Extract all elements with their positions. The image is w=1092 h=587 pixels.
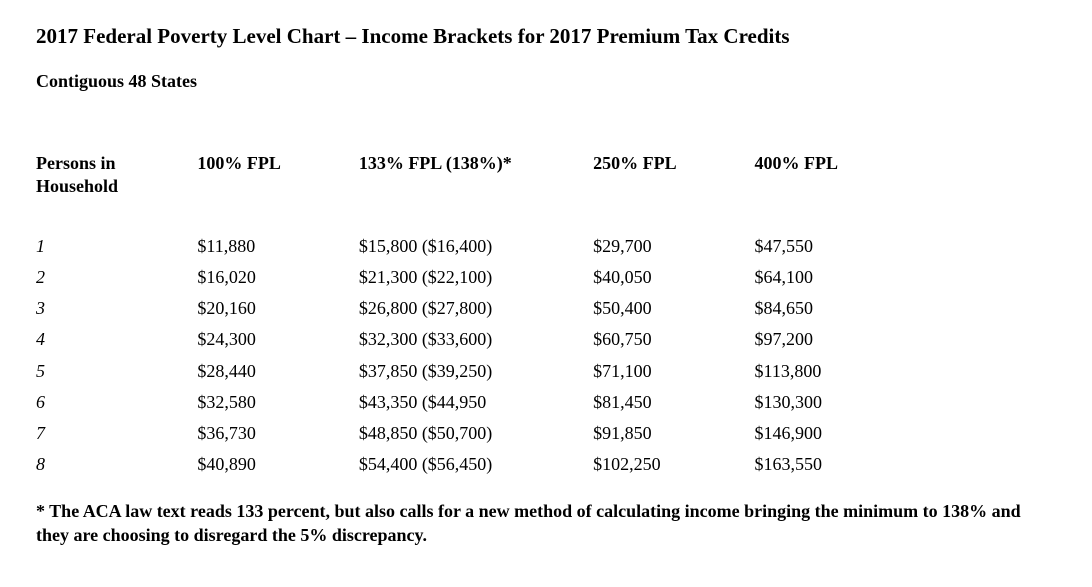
cell-250fpl: $40,050 <box>593 262 754 293</box>
header-100fpl: 100% FPL <box>197 152 358 231</box>
cell-133fpl: $54,400 ($56,450) <box>359 449 593 480</box>
cell-133fpl: $21,300 ($22,100) <box>359 262 593 293</box>
cell-100fpl: $16,020 <box>197 262 358 293</box>
cell-persons: 5 <box>36 356 197 387</box>
header-persons: Persons in Household <box>36 152 197 231</box>
cell-133fpl: $26,800 ($27,800) <box>359 293 593 324</box>
table-row: 8 $40,890 $54,400 ($56,450) $102,250 $16… <box>36 449 916 480</box>
cell-100fpl: $28,440 <box>197 356 358 387</box>
table-row: 4 $24,300 $32,300 ($33,600) $60,750 $97,… <box>36 324 916 355</box>
table-row: 3 $20,160 $26,800 ($27,800) $50,400 $84,… <box>36 293 916 324</box>
cell-250fpl: $50,400 <box>593 293 754 324</box>
footnote: * The ACA law text reads 133 percent, bu… <box>36 500 1056 547</box>
page-subtitle: Contiguous 48 States <box>36 71 1056 92</box>
table-row: 6 $32,580 $43,350 ($44,950 $81,450 $130,… <box>36 387 916 418</box>
cell-250fpl: $91,850 <box>593 418 754 449</box>
cell-250fpl: $71,100 <box>593 356 754 387</box>
cell-100fpl: $11,880 <box>197 231 358 262</box>
cell-100fpl: $32,580 <box>197 387 358 418</box>
page-title: 2017 Federal Poverty Level Chart – Incom… <box>36 24 1056 49</box>
cell-400fpl: $64,100 <box>755 262 916 293</box>
cell-persons: 2 <box>36 262 197 293</box>
cell-100fpl: $20,160 <box>197 293 358 324</box>
cell-persons: 7 <box>36 418 197 449</box>
table-row: 1 $11,880 $15,800 ($16,400) $29,700 $47,… <box>36 231 916 262</box>
cell-133fpl: $48,850 ($50,700) <box>359 418 593 449</box>
cell-100fpl: $24,300 <box>197 324 358 355</box>
cell-400fpl: $163,550 <box>755 449 916 480</box>
header-250fpl: 250% FPL <box>593 152 754 231</box>
cell-133fpl: $43,350 ($44,950 <box>359 387 593 418</box>
cell-133fpl: $32,300 ($33,600) <box>359 324 593 355</box>
header-400fpl: 400% FPL <box>755 152 916 231</box>
cell-250fpl: $60,750 <box>593 324 754 355</box>
cell-persons: 3 <box>36 293 197 324</box>
cell-250fpl: $29,700 <box>593 231 754 262</box>
table-row: 7 $36,730 $48,850 ($50,700) $91,850 $146… <box>36 418 916 449</box>
cell-persons: 4 <box>36 324 197 355</box>
cell-persons: 8 <box>36 449 197 480</box>
cell-400fpl: $84,650 <box>755 293 916 324</box>
cell-400fpl: $130,300 <box>755 387 916 418</box>
table-row: 2 $16,020 $21,300 ($22,100) $40,050 $64,… <box>36 262 916 293</box>
cell-100fpl: $36,730 <box>197 418 358 449</box>
cell-persons: 1 <box>36 231 197 262</box>
cell-250fpl: $102,250 <box>593 449 754 480</box>
table-body: 1 $11,880 $15,800 ($16,400) $29,700 $47,… <box>36 231 916 481</box>
cell-400fpl: $113,800 <box>755 356 916 387</box>
cell-250fpl: $81,450 <box>593 387 754 418</box>
cell-133fpl: $15,800 ($16,400) <box>359 231 593 262</box>
header-133fpl: 133% FPL (138%)* <box>359 152 593 231</box>
cell-persons: 6 <box>36 387 197 418</box>
cell-100fpl: $40,890 <box>197 449 358 480</box>
cell-400fpl: $146,900 <box>755 418 916 449</box>
table-row: 5 $28,440 $37,850 ($39,250) $71,100 $113… <box>36 356 916 387</box>
cell-400fpl: $47,550 <box>755 231 916 262</box>
cell-133fpl: $37,850 ($39,250) <box>359 356 593 387</box>
table-header-row: Persons in Household 100% FPL 133% FPL (… <box>36 152 916 231</box>
cell-400fpl: $97,200 <box>755 324 916 355</box>
fpl-table: Persons in Household 100% FPL 133% FPL (… <box>36 152 916 480</box>
